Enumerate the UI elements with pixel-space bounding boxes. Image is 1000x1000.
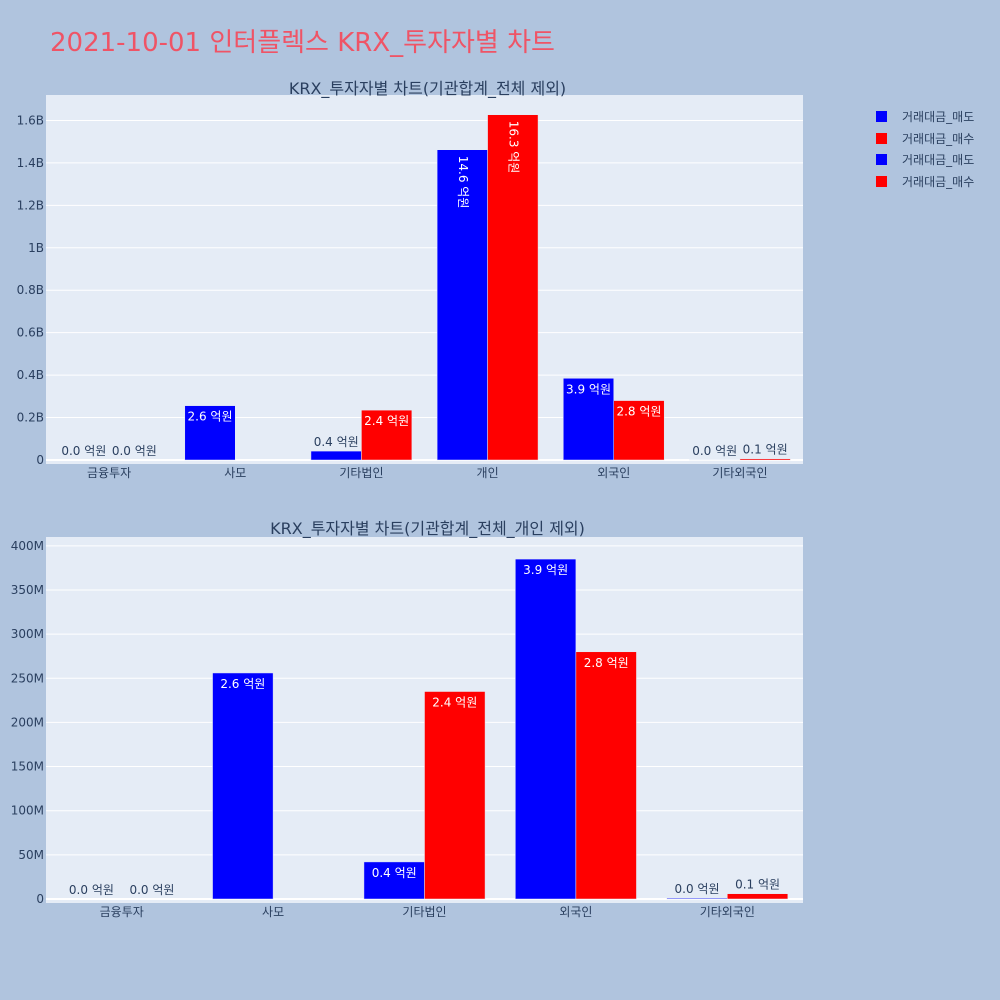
bar-sell bbox=[363, 861, 425, 900]
legend-label: 거래대금_매도 bbox=[902, 110, 975, 125]
x-tick-label: 사모 bbox=[262, 905, 284, 919]
y-tick-label: 250M bbox=[11, 671, 44, 685]
data-label: 0.0 억원 bbox=[675, 882, 720, 896]
y-tick-label: 1B bbox=[28, 241, 44, 255]
bar-sell bbox=[666, 897, 728, 900]
x-tick-label: 기타법인 bbox=[402, 905, 446, 919]
data-label: 0.0 억원 bbox=[112, 444, 157, 458]
y-tick-label: 0 bbox=[36, 892, 44, 906]
data-label: 0.4 억원 bbox=[314, 435, 359, 449]
legend-item[interactable]: 거래대금_매수 bbox=[876, 128, 974, 150]
data-label: 16.3 억원 bbox=[506, 121, 520, 174]
bar-sell bbox=[310, 450, 362, 461]
plot-area bbox=[46, 95, 803, 464]
data-label: 0.1 억원 bbox=[743, 443, 788, 457]
y-tick-label: 0.8B bbox=[17, 283, 44, 297]
y-tick-label: 0 bbox=[36, 453, 44, 467]
data-label: 2.4 억원 bbox=[364, 414, 409, 428]
data-label: 0.1 억원 bbox=[735, 878, 780, 892]
page-title: 2021-10-01 인터플렉스 KRX_투자자별 차트 bbox=[50, 28, 555, 58]
y-tick-label: 300M bbox=[11, 627, 44, 641]
bar-buy bbox=[487, 114, 539, 461]
bar-buy bbox=[575, 651, 637, 900]
bar-sell bbox=[184, 405, 236, 461]
y-tick-label: 50M bbox=[18, 848, 44, 862]
legend-label: 거래대금_매수 bbox=[902, 131, 975, 146]
data-label: 2.6 억원 bbox=[188, 410, 233, 424]
y-tick-label: 1.6B bbox=[17, 113, 44, 127]
chart-title: KRX_투자자별 차트(기관합계_전체_개인 제외) bbox=[270, 519, 585, 539]
legend-label: 거래대금_매수 bbox=[902, 174, 975, 189]
y-tick-label: 0.6B bbox=[17, 326, 44, 340]
data-label: 2.8 억원 bbox=[584, 656, 629, 670]
y-tick-label: 400M bbox=[11, 539, 44, 553]
legend-item[interactable]: 거래대금_매도 bbox=[876, 149, 974, 171]
bar-buy bbox=[424, 691, 486, 900]
y-tick-label: 1.2B bbox=[17, 198, 44, 212]
x-tick-label: 기타법인 bbox=[339, 466, 383, 480]
data-label: 0.0 억원 bbox=[129, 883, 174, 897]
y-tick-label: 100M bbox=[11, 804, 44, 818]
x-tick-label: 기타외국인 bbox=[700, 905, 755, 919]
y-tick-label: 150M bbox=[11, 760, 44, 774]
y-tick-label: 350M bbox=[11, 583, 44, 597]
y-tick-label: 0.2B bbox=[17, 411, 44, 425]
bar-sell bbox=[212, 672, 274, 900]
bar-sell bbox=[515, 558, 577, 900]
x-tick-label: 기타외국인 bbox=[712, 466, 767, 480]
data-label: 2.8 억원 bbox=[616, 405, 661, 419]
x-tick-label: 외국인 bbox=[597, 466, 630, 480]
bar-buy bbox=[613, 400, 665, 461]
data-label: 2.6 억원 bbox=[220, 677, 265, 691]
data-label: 0.0 억원 bbox=[692, 444, 737, 458]
y-tick-label: 0.4B bbox=[17, 368, 44, 382]
data-label: 2.4 억원 bbox=[432, 696, 477, 710]
y-tick-label: 1.4B bbox=[17, 156, 44, 170]
data-label: 14.6 억원 bbox=[456, 156, 470, 209]
chart-title: KRX_투자자별 차트(기관합계_전체 제외) bbox=[289, 79, 566, 99]
bar-buy bbox=[739, 458, 791, 461]
x-tick-label: 금융투자 bbox=[100, 905, 144, 919]
data-label: 3.9 억원 bbox=[523, 563, 568, 577]
data-label: 0.4 억원 bbox=[372, 866, 417, 880]
data-label: 3.9 억원 bbox=[566, 382, 611, 396]
legend[interactable]: 거래대금_매도 거래대금_매수 거래대금_매도 거래대금_매수 bbox=[876, 106, 974, 192]
x-tick-label: 사모 bbox=[224, 466, 246, 480]
x-tick-label: 개인 bbox=[477, 466, 499, 480]
y-tick-label: 200M bbox=[11, 715, 44, 729]
x-tick-label: 외국인 bbox=[559, 905, 592, 919]
bar-buy bbox=[727, 893, 789, 900]
legend-item[interactable]: 거래대금_매도 bbox=[876, 106, 974, 128]
bar-sell bbox=[436, 149, 488, 461]
legend-label: 거래대금_매도 bbox=[902, 153, 975, 168]
bar-sell bbox=[563, 378, 614, 461]
legend-item[interactable]: 거래대금_매수 bbox=[876, 171, 974, 193]
data-label: 0.0 억원 bbox=[61, 444, 106, 458]
legend-swatch-sell bbox=[876, 111, 887, 123]
data-label: 0.0 억원 bbox=[69, 883, 114, 897]
legend-swatch-buy bbox=[876, 132, 887, 144]
legend-swatch-buy bbox=[876, 175, 887, 187]
x-tick-label: 금융투자 bbox=[87, 466, 131, 480]
legend-swatch-sell bbox=[876, 154, 887, 166]
bar-buy bbox=[361, 409, 413, 461]
